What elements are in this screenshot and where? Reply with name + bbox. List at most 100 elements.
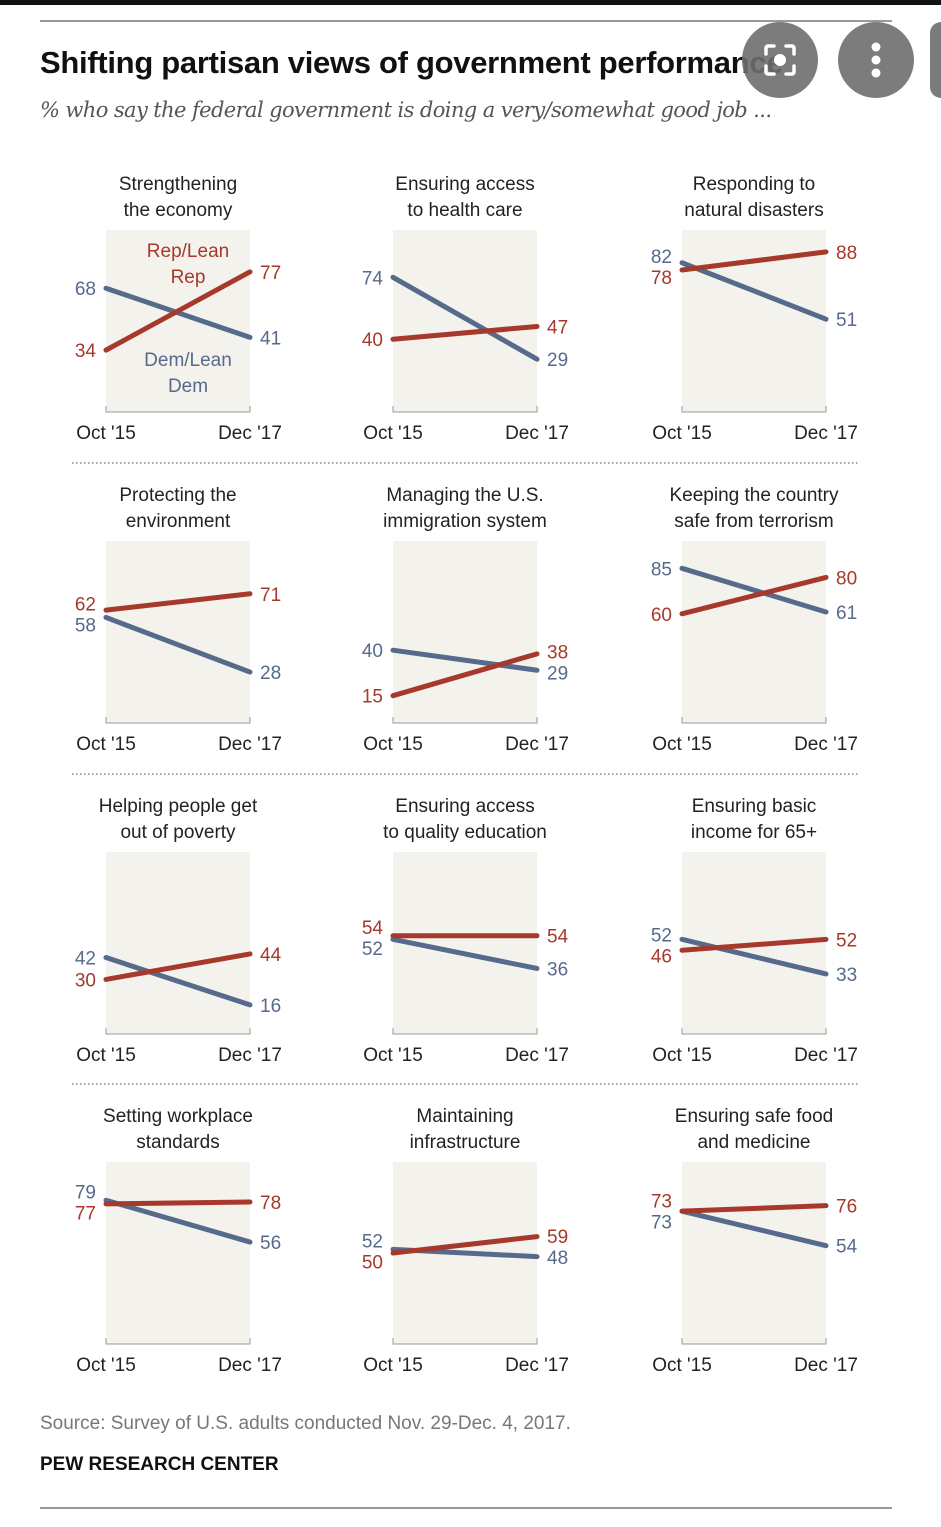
x-tick-label: Dec '17 <box>218 423 282 444</box>
dem-data-label: 36 <box>547 959 568 980</box>
panel-title: income for 65+ <box>691 822 817 843</box>
panel-title: Keeping the country <box>669 485 839 506</box>
rep-data-label: 34 <box>75 341 97 362</box>
rep-series-line <box>390 1234 540 1256</box>
panel-title: the economy <box>124 200 233 221</box>
x-axis <box>105 717 251 724</box>
x-axis <box>392 406 538 413</box>
x-tick-label: Dec '17 <box>794 423 858 444</box>
x-tick-label: Dec '17 <box>505 734 569 755</box>
rep-series-line <box>679 1203 829 1214</box>
panel-title: Ensuring basic <box>692 796 817 817</box>
dem-data-label: 42 <box>75 949 96 970</box>
dem-data-label: 74 <box>362 268 384 289</box>
dem-data-label: 16 <box>260 996 281 1017</box>
rep-data-label: 77 <box>260 263 281 284</box>
dem-data-label: 28 <box>260 663 281 684</box>
chart-subtitle: % who say the federal government is doin… <box>40 98 772 122</box>
legend-rep: Rep/Lean <box>147 241 229 262</box>
rep-data-label: 59 <box>547 1227 568 1248</box>
panel-title: Responding to <box>693 174 816 195</box>
dem-data-label: 52 <box>362 939 383 960</box>
dem-data-label: 58 <box>75 615 96 636</box>
x-tick-label: Oct '15 <box>76 1045 136 1066</box>
panel-title: natural disasters <box>684 200 823 221</box>
dem-series-line <box>679 1208 829 1249</box>
panel-title: Managing the U.S. <box>386 485 543 506</box>
panel-title: and medicine <box>697 1132 810 1153</box>
x-tick-label: Oct '15 <box>363 1355 423 1376</box>
x-tick-label: Oct '15 <box>652 1355 712 1376</box>
rep-series-line <box>679 936 829 953</box>
dem-data-label: 52 <box>362 1232 383 1253</box>
x-tick-label: Oct '15 <box>76 1355 136 1376</box>
panel-title: Strengthening <box>119 174 237 195</box>
x-axis <box>392 717 538 724</box>
rep-series-line <box>103 1199 253 1207</box>
rep-data-label: 44 <box>260 945 282 966</box>
lens-button[interactable] <box>742 22 818 98</box>
dem-data-label: 52 <box>651 925 672 946</box>
dem-data-label: 73 <box>651 1213 672 1234</box>
dem-data-label: 68 <box>75 279 96 300</box>
rep-data-label: 52 <box>836 930 857 951</box>
top-rule <box>40 20 892 22</box>
dem-data-label: 29 <box>547 664 568 685</box>
more-vertical-icon <box>871 42 881 78</box>
more-options-button[interactable] <box>838 22 914 98</box>
dem-data-label: 56 <box>260 1233 281 1254</box>
panel-title: safe from terrorism <box>674 511 833 532</box>
x-tick-label: Oct '15 <box>363 734 423 755</box>
panel-title: to health care <box>407 200 522 221</box>
panel-title: out of poverty <box>120 822 236 843</box>
rep-series-line <box>679 249 829 273</box>
x-axis <box>392 1028 538 1035</box>
dem-data-label: 54 <box>836 1237 858 1258</box>
panel-title: infrastructure <box>410 1132 521 1153</box>
source-note: Source: Survey of U.S. adults conducted … <box>40 1413 571 1434</box>
rep-data-label: 78 <box>260 1193 281 1214</box>
x-tick-label: Dec '17 <box>794 1355 858 1376</box>
rep-data-label: 47 <box>547 317 568 338</box>
x-axis <box>681 1338 827 1345</box>
panel-background <box>682 1162 826 1344</box>
rep-series-line <box>103 591 253 613</box>
dem-series-line <box>679 565 829 615</box>
x-axis <box>105 1338 251 1345</box>
dem-series-line <box>103 1197 253 1245</box>
rep-data-label: 40 <box>362 330 383 351</box>
x-tick-label: Oct '15 <box>652 734 712 755</box>
x-tick-label: Dec '17 <box>794 1045 858 1066</box>
rep-data-label: 46 <box>651 946 672 967</box>
dem-series-line <box>679 936 829 977</box>
dem-data-label: 40 <box>362 641 383 662</box>
dem-data-label: 29 <box>547 350 568 371</box>
panel-background <box>106 852 250 1034</box>
rep-series-line <box>103 951 253 982</box>
x-tick-label: Oct '15 <box>363 1045 423 1066</box>
rep-series-line <box>390 323 540 342</box>
panel-title: environment <box>126 511 231 532</box>
x-tick-label: Oct '15 <box>363 423 423 444</box>
rep-data-label: 15 <box>362 687 383 708</box>
panel-title: Helping people get <box>99 796 258 817</box>
partial-overlay-button[interactable] <box>930 22 941 98</box>
x-tick-label: Dec '17 <box>218 1045 282 1066</box>
dem-data-label: 51 <box>836 310 857 331</box>
rep-series-line <box>103 269 253 353</box>
top-bar <box>0 0 941 5</box>
x-tick-label: Oct '15 <box>652 1045 712 1066</box>
panel-title: Ensuring access <box>395 174 534 195</box>
rep-series-line <box>390 651 540 699</box>
dem-series-line <box>103 955 253 1008</box>
legend-rep-line2: Rep <box>171 267 206 288</box>
dem-data-label: 85 <box>651 559 672 580</box>
dem-data-label: 79 <box>75 1183 96 1204</box>
rep-data-label: 80 <box>836 568 857 589</box>
panel-background <box>106 541 250 723</box>
dem-data-label: 33 <box>836 965 857 986</box>
panel-title: Setting workplace <box>103 1106 253 1127</box>
x-axis <box>681 717 827 724</box>
dem-series-line <box>390 936 540 971</box>
